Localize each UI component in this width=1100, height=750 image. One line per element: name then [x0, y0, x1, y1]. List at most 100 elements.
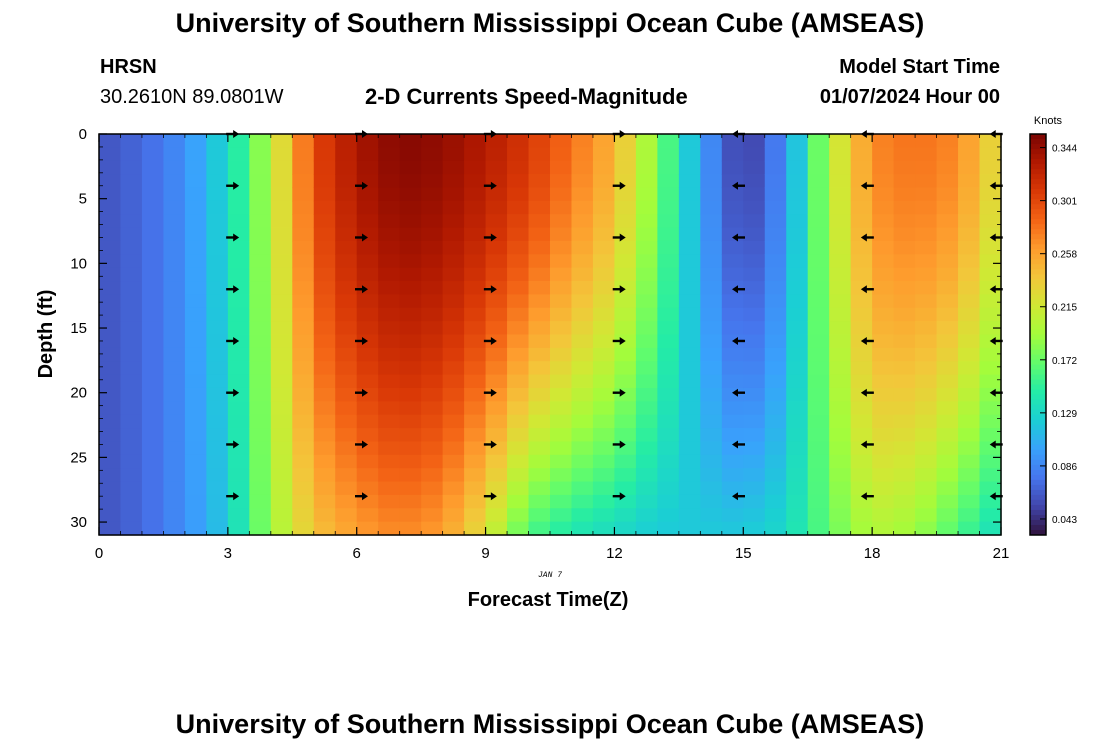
heatmap-cell [120, 508, 143, 523]
heatmap-cell [850, 214, 873, 229]
heatmap-cell [442, 187, 465, 202]
heatmap-cell [507, 508, 530, 523]
colorbar-segment [1030, 394, 1046, 401]
heatmap-cell [915, 227, 938, 242]
heatmap-cell [99, 254, 122, 269]
heatmap-cell [313, 347, 336, 362]
heatmap-cell [592, 521, 616, 536]
heatmap-cell [721, 240, 744, 255]
y-tick-label: 5 [79, 191, 87, 208]
heatmap-cell [721, 361, 744, 376]
heatmap-cell [872, 307, 895, 322]
heatmap-cell [743, 281, 766, 295]
heatmap-cell [872, 468, 895, 483]
x-tick-label: 18 [864, 545, 881, 562]
heatmap-cell [743, 374, 766, 389]
heatmap-cell [635, 481, 658, 496]
heatmap-cell [206, 200, 229, 215]
heatmap-cell [700, 361, 723, 376]
heatmap-cell [163, 147, 186, 162]
heatmap-cell [249, 361, 272, 376]
heatmap-cell [678, 227, 701, 242]
heatmap-cell [485, 454, 508, 469]
heatmap-cell [421, 508, 444, 523]
heatmap-cell [958, 214, 981, 229]
x-tick-label: 12 [606, 545, 623, 562]
heatmap-cell [399, 254, 422, 269]
y-tick-label: 10 [70, 255, 87, 272]
heatmap-cell [227, 521, 250, 536]
colorbar-segment [1030, 179, 1046, 185]
colorbar-segment [1030, 344, 1046, 351]
colorbar-segment [1030, 404, 1046, 411]
heatmap-cell [141, 481, 165, 496]
colorbar-segment [1030, 334, 1046, 341]
heatmap-cell [399, 267, 422, 282]
heatmap-cell [872, 134, 895, 148]
vector-arrow-head [731, 285, 738, 294]
heatmap-cell [313, 227, 336, 242]
vector-arrow-head [731, 181, 738, 190]
heatmap-cell [571, 240, 594, 255]
heatmap-cell [163, 174, 186, 189]
heatmap-cell [335, 334, 358, 349]
heatmap-cell [399, 347, 422, 362]
heatmap-cell [571, 187, 594, 202]
heatmap-cell [786, 294, 809, 309]
vector-arrow-head [989, 181, 996, 190]
heatmap-cell [356, 347, 379, 362]
colorbar-segment [1030, 219, 1046, 225]
heatmap-cell [378, 508, 401, 523]
heatmap-cell [464, 521, 487, 536]
heatmap-cell [786, 160, 809, 175]
vector-arrow-head [731, 388, 738, 397]
heatmap-cell [335, 441, 358, 456]
heatmap-cell [292, 441, 315, 456]
heatmap-cell [163, 187, 186, 202]
heatmap-cell [678, 294, 701, 309]
heatmap-cell [678, 214, 701, 229]
vector-arrow-head [731, 233, 738, 242]
heatmap-cell [206, 214, 229, 229]
heatmap-cell [807, 414, 830, 429]
heatmap-cell [464, 481, 487, 496]
heatmap-cell [227, 134, 250, 148]
colorbar-segment [1030, 429, 1046, 436]
colorbar-segment [1030, 399, 1046, 406]
heatmap-cell [700, 508, 723, 523]
heatmap-cell [721, 200, 744, 215]
heatmap-cell [678, 281, 701, 295]
colorbar-segment [1030, 239, 1046, 245]
heatmap-cell [979, 361, 1002, 376]
heatmap-cell [592, 214, 616, 229]
heatmap-cell [657, 428, 680, 443]
heatmap-cell [807, 321, 830, 336]
x-tick-label: 9 [481, 545, 489, 562]
heatmap-cell [378, 254, 401, 269]
heatmap-cell [249, 347, 272, 362]
model-start-label: Model Start Time [839, 56, 1000, 78]
heatmap-cell [979, 307, 1002, 322]
heatmap-cell [829, 428, 852, 443]
heatmap-cell [550, 254, 573, 269]
colorbar-segment [1030, 244, 1046, 250]
colorbar-segment [1030, 189, 1046, 195]
heatmap-cell [399, 214, 422, 229]
heatmap-cell [313, 361, 336, 376]
vector-arrow-head [233, 440, 240, 449]
heatmap-cell [206, 227, 229, 242]
heatmap-cell [936, 214, 959, 229]
heatmap-cell [786, 134, 809, 148]
heatmap-cell [764, 294, 787, 309]
heatmap-cell [743, 187, 766, 202]
heatmap-cell [528, 468, 551, 483]
heatmap-cell [378, 387, 401, 402]
heatmap-cell [421, 468, 444, 483]
vector-arrow-head [860, 336, 867, 345]
heatmap-cell [893, 240, 916, 255]
heatmap-cell [979, 374, 1002, 389]
heatmap-cell [614, 160, 637, 175]
heatmap-cell [743, 494, 766, 509]
heatmap-cell [786, 361, 809, 376]
heatmap-cell [678, 160, 701, 175]
